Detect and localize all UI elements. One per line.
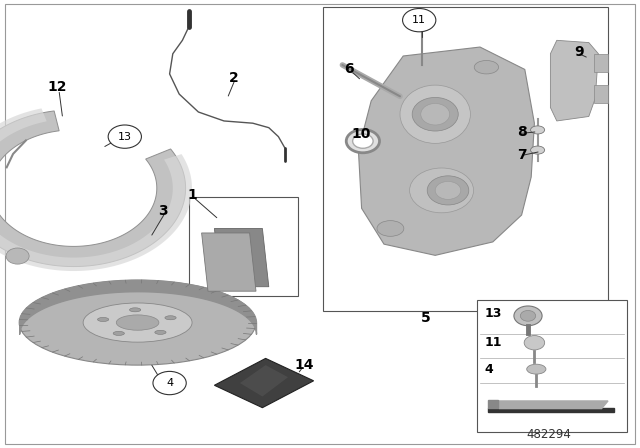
Ellipse shape xyxy=(113,332,124,336)
Circle shape xyxy=(403,9,436,32)
Circle shape xyxy=(524,336,545,350)
Polygon shape xyxy=(488,408,614,412)
Text: 6: 6 xyxy=(344,62,354,77)
Text: 1: 1 xyxy=(187,188,197,202)
Ellipse shape xyxy=(377,221,404,237)
Ellipse shape xyxy=(412,97,458,131)
Text: 4: 4 xyxy=(484,362,493,376)
Polygon shape xyxy=(0,111,186,267)
Circle shape xyxy=(6,248,29,264)
Circle shape xyxy=(108,125,141,148)
Text: 11: 11 xyxy=(412,15,426,25)
Polygon shape xyxy=(550,40,598,121)
Polygon shape xyxy=(493,401,608,409)
Text: 9: 9 xyxy=(574,44,584,59)
Polygon shape xyxy=(202,233,256,291)
Ellipse shape xyxy=(527,364,546,374)
Ellipse shape xyxy=(435,181,461,199)
Polygon shape xyxy=(358,47,534,255)
Ellipse shape xyxy=(353,134,373,148)
Ellipse shape xyxy=(155,330,166,334)
Polygon shape xyxy=(240,365,288,396)
Text: 7: 7 xyxy=(516,147,527,162)
Text: 10: 10 xyxy=(352,127,371,142)
Polygon shape xyxy=(214,228,269,287)
Text: 482294: 482294 xyxy=(527,428,572,441)
Ellipse shape xyxy=(129,308,141,312)
Text: 4: 4 xyxy=(166,378,173,388)
Text: 14: 14 xyxy=(294,358,314,372)
Circle shape xyxy=(514,306,542,326)
Bar xyxy=(189,197,298,296)
Bar xyxy=(323,7,608,311)
Text: 2: 2 xyxy=(228,71,239,86)
Ellipse shape xyxy=(165,316,176,320)
Text: 13: 13 xyxy=(118,132,132,142)
Ellipse shape xyxy=(531,146,545,154)
Ellipse shape xyxy=(400,85,470,143)
Polygon shape xyxy=(0,108,192,271)
Text: 3: 3 xyxy=(158,203,168,218)
Ellipse shape xyxy=(428,176,468,205)
Ellipse shape xyxy=(410,168,474,213)
Circle shape xyxy=(153,371,186,395)
Text: 8: 8 xyxy=(516,125,527,139)
Ellipse shape xyxy=(421,103,449,125)
Bar xyxy=(594,54,608,72)
Ellipse shape xyxy=(19,280,256,365)
Ellipse shape xyxy=(97,318,109,322)
Bar xyxy=(477,300,627,432)
Text: 5: 5 xyxy=(420,311,431,325)
Polygon shape xyxy=(488,400,498,408)
Text: 11: 11 xyxy=(484,336,502,349)
Ellipse shape xyxy=(474,60,499,74)
Ellipse shape xyxy=(346,129,380,153)
Bar xyxy=(594,85,608,103)
Text: 13: 13 xyxy=(484,307,502,320)
Ellipse shape xyxy=(116,315,159,330)
Circle shape xyxy=(520,310,536,321)
Ellipse shape xyxy=(531,126,545,134)
Polygon shape xyxy=(214,358,314,408)
Text: 12: 12 xyxy=(48,80,67,95)
Ellipse shape xyxy=(83,303,192,342)
